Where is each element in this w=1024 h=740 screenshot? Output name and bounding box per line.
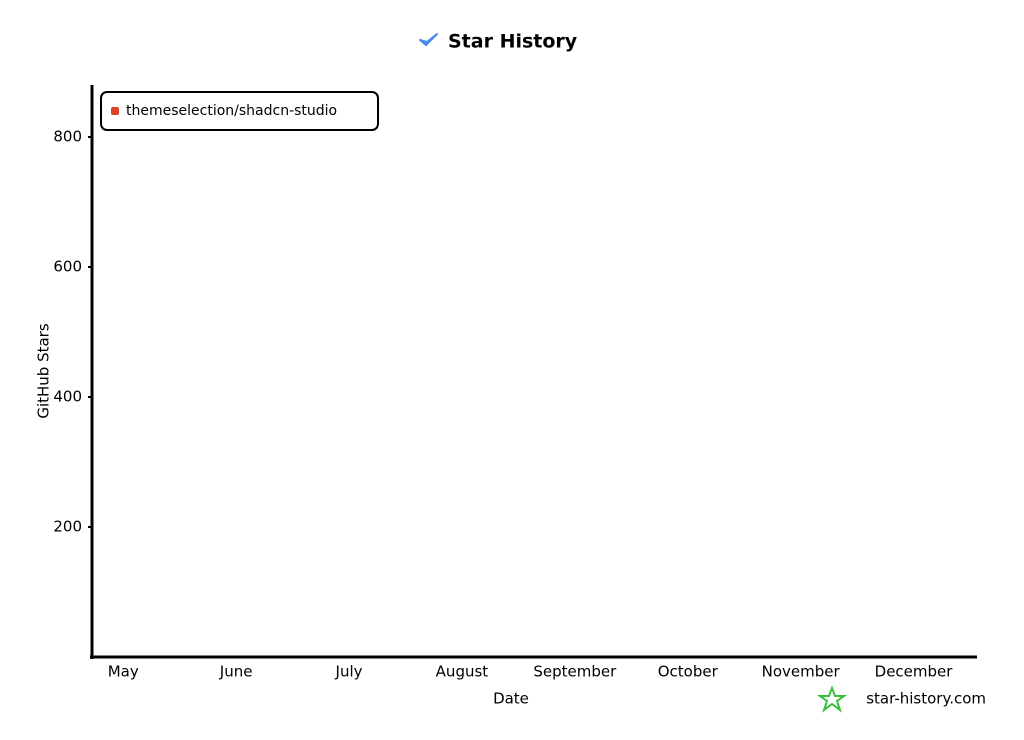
y-tick-label: 400 bbox=[53, 388, 82, 406]
x-tick-label: July bbox=[335, 663, 363, 681]
x-tick-label: November bbox=[762, 663, 841, 681]
x-tick-label: June bbox=[219, 663, 253, 681]
x-tick-label: December bbox=[875, 663, 954, 681]
y-axis-label: GitHub Stars bbox=[35, 323, 53, 419]
title-icon bbox=[419, 33, 438, 46]
y-tick-label: 200 bbox=[53, 518, 82, 536]
x-tick-label: May bbox=[108, 663, 139, 681]
chart-title: Star History bbox=[448, 31, 578, 53]
y-tick-label: 600 bbox=[53, 258, 82, 276]
x-tick-label: October bbox=[658, 663, 719, 681]
watermark-icon bbox=[816, 685, 848, 713]
y-tick-label: 800 bbox=[53, 128, 82, 146]
x-axis-label: Date bbox=[493, 690, 529, 708]
x-tick-label: August bbox=[436, 663, 489, 681]
legend-label: themeselection/shadcn-studio bbox=[126, 103, 337, 119]
watermark: star-history.com bbox=[866, 690, 986, 708]
legend-box bbox=[100, 91, 379, 131]
legend-swatch bbox=[111, 107, 119, 115]
x-tick-label: September bbox=[533, 663, 617, 681]
